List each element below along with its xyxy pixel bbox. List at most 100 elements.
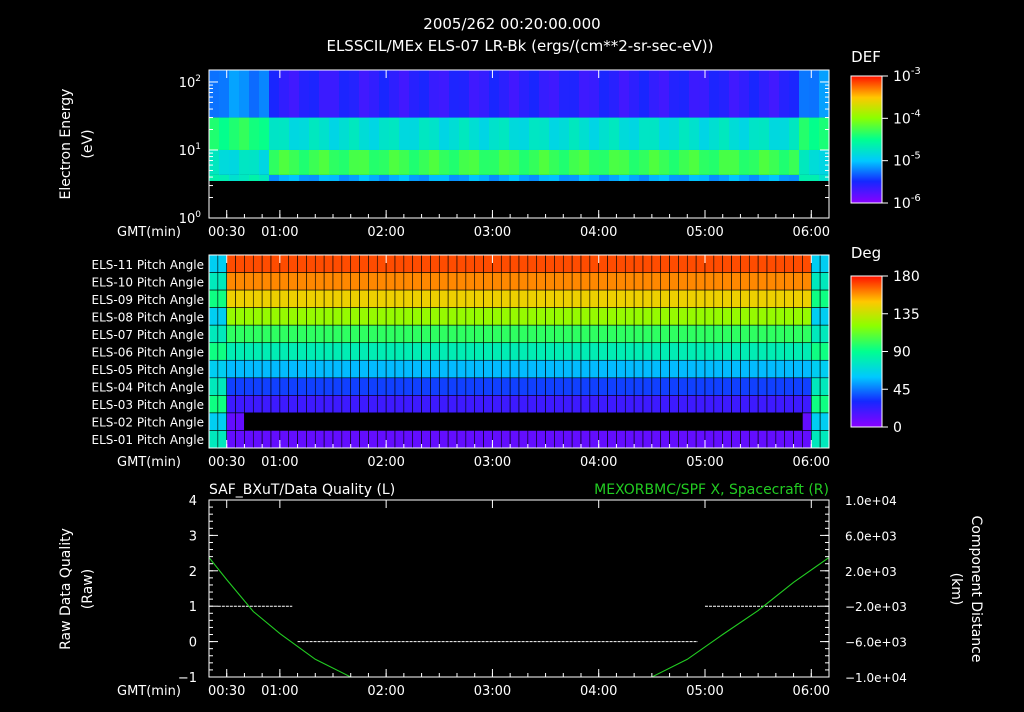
- pitch-heat-cell: [518, 377, 529, 396]
- position-y-tick-label: 2.0e+03: [845, 565, 897, 579]
- pitch-heat-cell: [571, 412, 582, 431]
- energy-heat-cell: [459, 174, 470, 181]
- pitch-heat-cell: [359, 395, 369, 414]
- energy-heat-cell: [439, 70, 450, 118]
- pitch-heat-cell: [270, 272, 281, 291]
- pitch-heat-cell: [669, 289, 679, 308]
- pitch-heat-cell: [270, 430, 281, 449]
- pitch-heat-cell: [421, 254, 431, 273]
- energy-heat-cell: [319, 117, 330, 150]
- energy-heat-cell: [629, 180, 640, 218]
- pitch-heat-cell: [686, 359, 697, 379]
- energy-heat-cell: [699, 70, 710, 118]
- pitch-heat-cell: [492, 307, 502, 326]
- pitch-heat-cell: [678, 377, 688, 396]
- pitch-heat-cell: [748, 412, 759, 431]
- pitch-heat-cell: [802, 395, 812, 414]
- pitch-heat-cell: [642, 430, 653, 449]
- energy-heat-cell: [529, 149, 540, 175]
- pitch-heat-cell: [341, 254, 352, 273]
- energy-heat-cell: [529, 174, 540, 181]
- pitch-heat-cell: [802, 272, 812, 291]
- energy-heat-cell: [549, 149, 560, 175]
- pitch-heat-cell: [660, 272, 670, 291]
- pitch-heat-cell: [288, 430, 298, 449]
- energy-heat-cell: [269, 70, 280, 118]
- pitch-heat-cell: [323, 307, 334, 326]
- energy-heat-cell: [729, 180, 740, 218]
- energy-heat-cell: [729, 70, 740, 118]
- energy-heat-cell: [709, 117, 720, 150]
- pitch-heat-cell: [297, 272, 307, 291]
- energy-heat-cell: [619, 180, 630, 218]
- pitch-angle-panel: ELS-11 Pitch Angle ELS-10 Pitch Angle ELS-…: [92, 244, 920, 470]
- energy-heat-cell: [819, 174, 830, 181]
- energy-heat-cell: [549, 180, 560, 218]
- energy-heat-cell: [559, 149, 570, 175]
- pitch-heat-cell: [430, 324, 440, 344]
- pitch-heat-cell: [456, 307, 467, 326]
- pitch-heat-cell: [314, 377, 325, 396]
- pitch-heat-cell: [686, 430, 697, 449]
- pitch-heat-cell: [438, 324, 449, 344]
- pitch-heat-cell: [527, 289, 538, 308]
- pitch-heat-cell: [642, 324, 653, 344]
- energy-heat-cell: [619, 70, 630, 118]
- pitch-heat-cell: [624, 377, 635, 396]
- pitch-heat-cell: [571, 289, 582, 308]
- pitch-heat-cell: [270, 377, 281, 396]
- pitch-heat-cell: [297, 289, 307, 308]
- energy-heat-cell: [269, 149, 280, 175]
- pitch-heat-cell: [332, 254, 343, 273]
- pitch-heat-cell: [323, 324, 334, 344]
- pitch-heat-cell: [810, 272, 821, 291]
- pitch-heat-cell: [678, 307, 688, 326]
- energy-heat-cell: [689, 180, 700, 218]
- pitch-heat-cell: [350, 307, 360, 326]
- energy-heat-cell: [769, 149, 780, 175]
- pitch-heat-cell: [722, 412, 732, 431]
- pitch-heat-cell: [509, 307, 520, 326]
- energy-heat-cell: [299, 149, 310, 175]
- pitch-heat-cell: [633, 342, 644, 361]
- energy-heat-cell: [489, 180, 500, 218]
- pitch-row-label: ELS-04 Pitch Angle: [92, 381, 204, 395]
- energy-heat-cell: [219, 117, 230, 150]
- pitch-heat-cell: [642, 395, 653, 414]
- pitch-heat-cell: [430, 342, 440, 361]
- pitch-heat-cell: [766, 359, 777, 379]
- pitch-heat-cell: [802, 324, 812, 344]
- pitch-heat-cell: [500, 359, 511, 379]
- pitch-x-tick-label: 00:30: [208, 455, 245, 470]
- pitch-heat-cell: [624, 254, 635, 273]
- pitch-heat-cell: [793, 324, 803, 344]
- quality-panel-title: SAF_BXuT/Data Quality (L): [209, 482, 395, 498]
- pitch-heat-cell: [545, 254, 555, 273]
- energy-heat-cell: [369, 180, 380, 218]
- pitch-heat-cell: [252, 395, 263, 414]
- energy-heat-cell: [479, 149, 490, 175]
- pitch-heat-cell: [695, 272, 706, 291]
- pitch-heat-cell: [244, 377, 254, 396]
- pitch-heat-cell: [483, 377, 493, 396]
- pitch-heat-cell: [421, 307, 431, 326]
- pitch-x-tick-label: 01:00: [261, 455, 298, 470]
- pitch-heat-cell: [624, 342, 635, 361]
- pitch-heat-cell: [713, 342, 724, 361]
- energy-heat-cell: [559, 117, 570, 150]
- pitch-heat-cell: [518, 272, 529, 291]
- energy-heat-cell: [509, 174, 520, 181]
- pitch-heat-cell: [306, 359, 316, 379]
- pitch-heat-cell: [438, 342, 449, 361]
- energy-heat-cell: [379, 180, 390, 218]
- pitch-heat-cell: [244, 254, 254, 273]
- pitch-heat-cell: [669, 307, 679, 326]
- pitch-heat-cell: [279, 307, 290, 326]
- pitch-heat-cell: [740, 430, 750, 449]
- pitch-heat-cell: [571, 307, 582, 326]
- pitch-heat-cell: [261, 395, 272, 414]
- pitch-heat-cell: [589, 395, 600, 414]
- pitch-heat-cell: [810, 324, 821, 344]
- pitch-heat-cell: [624, 324, 635, 344]
- energy-heat-cell: [439, 180, 450, 218]
